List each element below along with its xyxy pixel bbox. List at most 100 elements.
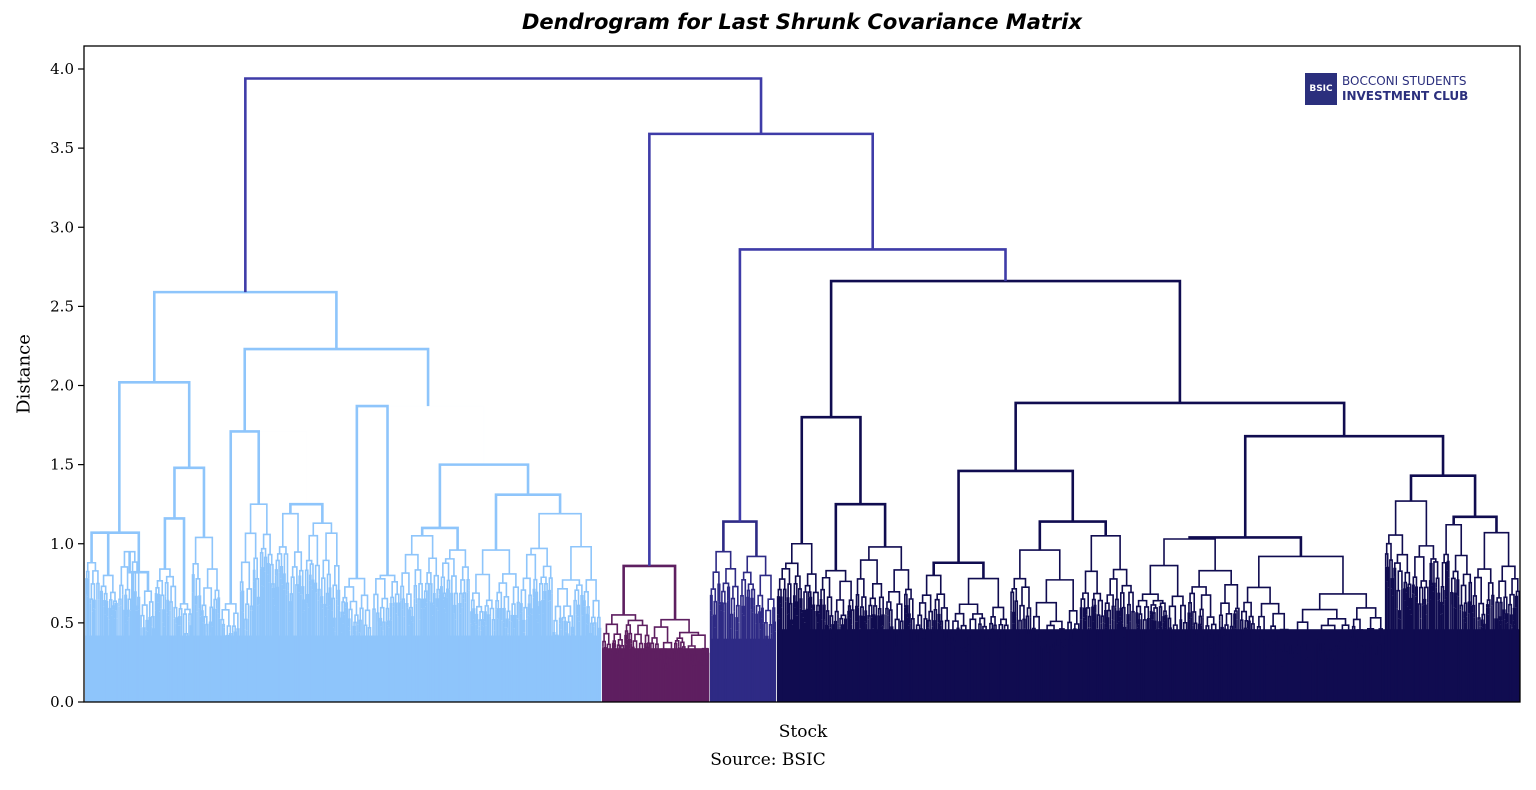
dendrogram-link xyxy=(860,606,864,617)
dendrogram-link xyxy=(354,614,359,625)
dendrogram-link xyxy=(855,594,860,608)
dendrogram-link xyxy=(443,597,447,613)
dendrogram-link xyxy=(429,583,433,604)
dendrogram-link xyxy=(1375,653,1379,664)
dendrogram-link xyxy=(438,463,530,528)
dendrogram-link xyxy=(1365,634,1370,642)
dendrogram-link xyxy=(1013,577,1027,589)
dendrogram-link xyxy=(656,651,660,661)
dendrogram-link xyxy=(169,601,173,611)
dendrogram-link xyxy=(1411,584,1415,595)
dendrogram-link xyxy=(400,585,405,601)
dendrogram-link xyxy=(499,607,503,621)
dendrogram-link xyxy=(1210,623,1217,636)
dendrogram-link xyxy=(586,606,590,615)
dendrogram-link xyxy=(1477,568,1492,583)
dendrogram-link xyxy=(1356,629,1364,642)
dendrogram-link xyxy=(1385,542,1392,561)
dendrogram-link xyxy=(1351,625,1356,638)
dendrogram-link xyxy=(1226,634,1230,649)
dendrogram-link xyxy=(1273,630,1278,646)
dendrogram-link xyxy=(527,603,531,617)
dendrogram-link xyxy=(1404,571,1411,585)
dendrogram-link xyxy=(166,599,170,616)
dendrogram-link xyxy=(557,588,568,607)
dendrogram-link xyxy=(311,579,315,590)
dendrogram-link xyxy=(145,619,149,632)
dendrogram-link xyxy=(611,642,615,656)
dendrogram-link xyxy=(1074,623,1080,630)
dendrogram-link xyxy=(1084,570,1098,594)
dendrogram-link xyxy=(267,553,273,565)
dendrogram-link xyxy=(397,602,401,619)
dendrogram-link xyxy=(498,582,508,597)
dendrogram-link xyxy=(767,598,775,611)
dendrogram-link xyxy=(1346,632,1351,643)
dendrogram-link xyxy=(1111,605,1115,621)
dendrogram-link xyxy=(637,624,648,636)
dendrogram-link xyxy=(1087,615,1092,628)
dendrogram-link xyxy=(855,605,858,622)
dendrogram-link xyxy=(954,612,965,626)
dendrogram-link xyxy=(973,630,978,643)
dendrogram-link xyxy=(105,601,109,617)
dendrogram-link xyxy=(915,624,921,638)
dendrogram-link xyxy=(1191,586,1207,596)
dendrogram-link xyxy=(214,589,220,600)
dendrogram-link xyxy=(133,591,137,611)
dendrogram-link xyxy=(616,644,621,655)
dendrogram-link xyxy=(1091,606,1095,622)
dendrogram-link xyxy=(947,636,951,645)
dendrogram-link xyxy=(958,603,979,614)
dendrogram-link xyxy=(1046,624,1055,638)
dendrogram-link xyxy=(364,609,371,628)
dendrogram-link xyxy=(237,644,241,650)
dendrogram-link xyxy=(852,629,856,641)
bsic-logo: BSIC BOCCONI STUDENTS INVESTMENT CLUB xyxy=(1305,73,1485,107)
dendrogram-link xyxy=(993,624,997,634)
dendrogram-link xyxy=(651,651,655,662)
dendrogram-link xyxy=(1256,625,1261,639)
dendrogram-link xyxy=(1258,615,1265,632)
dendrogram-link xyxy=(1218,614,1224,628)
dendrogram-link xyxy=(245,603,250,620)
dendrogram-link xyxy=(486,614,490,630)
dendrogram-link xyxy=(1467,601,1471,614)
x-axis-label: Stock xyxy=(778,722,828,742)
dendrogram-link xyxy=(553,619,558,636)
dendrogram-link xyxy=(1311,647,1315,658)
dendrogram-link xyxy=(1420,580,1428,588)
dendrogram-link xyxy=(123,550,136,567)
dendrogram-link xyxy=(177,616,181,626)
dendrogram-link xyxy=(1164,614,1168,628)
dendrogram-link xyxy=(1233,610,1238,620)
dendrogram-link xyxy=(936,593,946,608)
dendrogram-link xyxy=(458,602,462,614)
dendrogram-link xyxy=(1021,586,1030,609)
dendrogram-link xyxy=(1343,649,1347,655)
dendrogram-link xyxy=(800,415,862,544)
dendrogram-link xyxy=(328,587,332,606)
dendrogram-link xyxy=(648,132,875,566)
dendrogram-link xyxy=(1303,629,1312,643)
dendrogram-link xyxy=(789,602,793,621)
dendrogram-link xyxy=(542,565,552,579)
dendrogram-link xyxy=(1079,607,1083,620)
dendrogram-link xyxy=(1509,593,1515,609)
dendrogram-link xyxy=(548,577,553,594)
dendrogram-link xyxy=(1033,615,1040,632)
dendrogram-link xyxy=(1356,607,1377,620)
dendrogram-link xyxy=(1106,617,1110,629)
dendrogram-link xyxy=(152,628,156,640)
dendrogram-link xyxy=(206,568,218,591)
dendrogram-link xyxy=(1483,623,1486,632)
dendrogram-link xyxy=(1014,600,1019,618)
dendrogram-link xyxy=(583,600,586,607)
dendrogram-link xyxy=(907,613,911,626)
dendrogram-link xyxy=(1505,613,1509,624)
dendrogram-link xyxy=(1317,631,1326,640)
dendrogram-link xyxy=(271,583,275,589)
dendrogram-link xyxy=(489,607,495,620)
dendrogram-link xyxy=(1240,610,1248,621)
